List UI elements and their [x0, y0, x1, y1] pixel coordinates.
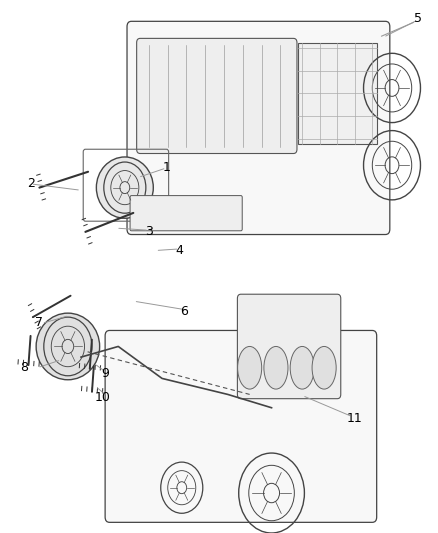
Text: 9: 9 [101, 367, 109, 379]
Text: 8: 8 [20, 361, 28, 374]
Text: 1: 1 [162, 161, 170, 174]
Ellipse shape [237, 346, 261, 389]
FancyBboxPatch shape [130, 196, 242, 231]
Ellipse shape [96, 157, 153, 219]
Ellipse shape [264, 346, 288, 389]
Text: 7: 7 [35, 316, 43, 329]
FancyBboxPatch shape [105, 330, 377, 522]
Text: 11: 11 [347, 412, 363, 425]
Text: 2: 2 [27, 177, 35, 190]
Ellipse shape [290, 346, 314, 389]
Text: 5: 5 [414, 12, 422, 25]
Text: 3: 3 [145, 225, 153, 238]
FancyBboxPatch shape [137, 38, 297, 154]
FancyBboxPatch shape [127, 21, 390, 235]
Ellipse shape [36, 313, 99, 379]
Ellipse shape [312, 346, 336, 389]
Text: 10: 10 [95, 391, 111, 403]
Text: 6: 6 [180, 305, 188, 318]
FancyBboxPatch shape [237, 294, 341, 399]
Text: 4: 4 [176, 244, 184, 257]
Bar [298, 43, 377, 144]
